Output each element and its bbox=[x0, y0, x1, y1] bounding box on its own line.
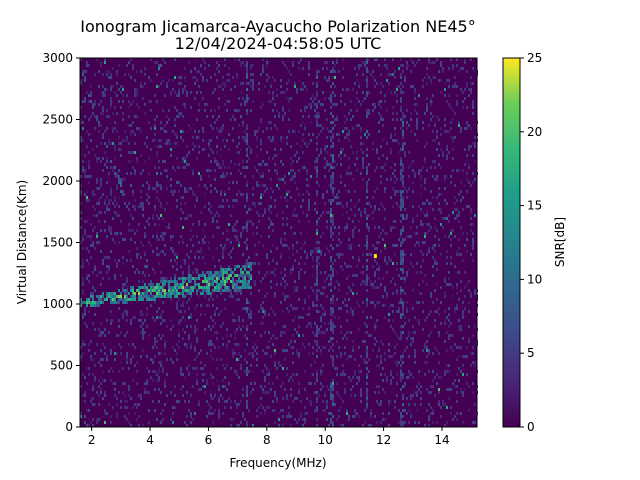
x-tick-label: 6 bbox=[205, 433, 213, 447]
x-axis-label: Frequency(MHz) bbox=[229, 456, 326, 470]
y-axis: 0 500 1000 1500 2000 2500 3000 bbox=[42, 51, 80, 434]
colorbar-tick-label: 15 bbox=[527, 199, 542, 213]
colorbar bbox=[502, 57, 521, 428]
heatmap-cells bbox=[80, 58, 478, 427]
chart-title: Ionogram Jicamarca-Ayacucho Polarization… bbox=[80, 17, 475, 36]
x-axis: 2 4 6 8 10 12 14 bbox=[88, 427, 450, 447]
x-tick-label: 10 bbox=[318, 433, 333, 447]
colorbar-tick-label: 20 bbox=[527, 125, 542, 139]
x-tick-label: 8 bbox=[263, 433, 271, 447]
y-tick-label: 2000 bbox=[42, 174, 73, 188]
y-axis-label: Virtual Distance(Km) bbox=[15, 180, 29, 304]
y-tick-label: 3000 bbox=[42, 51, 73, 65]
colorbar-tick-label: 5 bbox=[527, 346, 535, 360]
strong-return-point bbox=[373, 254, 377, 259]
y-tick-label: 0 bbox=[65, 420, 73, 434]
heatmap-cell-group bbox=[118, 283, 188, 298]
colorbar-axis: 0 5 10 15 20 25 bbox=[520, 51, 542, 434]
y-tick-label: 500 bbox=[50, 359, 73, 373]
colorbar-tick-label: 10 bbox=[527, 272, 542, 286]
colorbar-label: SNR[dB] bbox=[553, 217, 567, 267]
colorbar-tick-label: 25 bbox=[527, 51, 542, 65]
y-tick-label: 1500 bbox=[42, 236, 73, 250]
colorbar-tick-label: 0 bbox=[527, 420, 535, 434]
y-tick-label: 1000 bbox=[42, 297, 73, 311]
heatmap-cell-group bbox=[80, 58, 478, 427]
y-tick-label: 2500 bbox=[42, 113, 73, 127]
chart-subtitle: 12/04/2024-04:58:05 UTC bbox=[175, 34, 382, 53]
x-tick-label: 4 bbox=[146, 433, 154, 447]
x-tick-label: 2 bbox=[88, 433, 96, 447]
x-tick-label: 14 bbox=[434, 433, 449, 447]
x-tick-label: 12 bbox=[376, 433, 391, 447]
